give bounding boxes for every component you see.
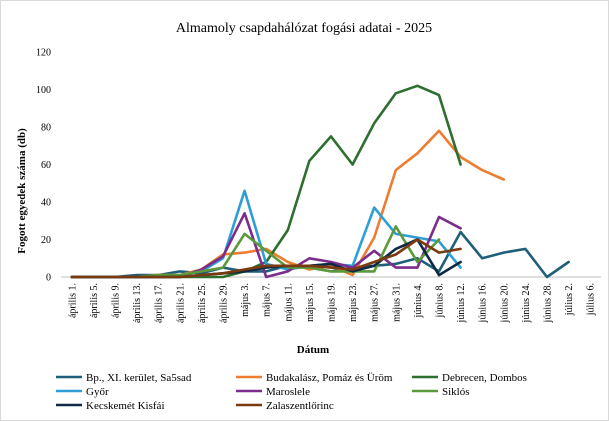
legend-label: Győr	[86, 386, 109, 398]
y-tick-label: 20	[41, 235, 51, 246]
x-tick-label: június 4.	[413, 283, 424, 318]
x-tick-label: május 31.	[391, 283, 402, 322]
chart-title: Almamoly csapdahálózat fogási adatai - 2…	[176, 21, 432, 36]
x-tick-label: április 25.	[197, 283, 208, 323]
y-tick-label: 40	[41, 198, 51, 209]
y-tick-label: 60	[41, 160, 51, 171]
x-tick-label: július 2.	[564, 283, 575, 316]
x-tick-label: május 27.	[370, 283, 381, 322]
y-tick-label: 120	[36, 48, 51, 59]
x-tick-label: június 28.	[543, 283, 554, 323]
legend-label: Debrecen, Dombos	[442, 372, 527, 384]
x-tick-labels: április 1. április 5. április 9. április 13…	[67, 283, 596, 323]
y-tick-label: 0	[46, 273, 51, 284]
x-tick-label: április 17.	[154, 283, 165, 323]
x-tick-label: április 29.	[219, 283, 230, 323]
series-line-2	[70, 129, 506, 279]
x-tick-label: június 8.	[435, 283, 446, 318]
legend-label: Maroslele	[266, 386, 310, 398]
legend-label: Bp., XI. kerület, Sa5sad	[86, 372, 192, 384]
y-tick-labels: 0 20 40 60 80 100 120	[36, 48, 51, 284]
x-tick-label: június 20.	[499, 283, 510, 323]
legend-label: Kecskemét Kisfái	[86, 400, 165, 412]
x-tick-label: április 1.	[67, 283, 78, 318]
x-tick-label: május 15.	[305, 283, 316, 322]
legend: Bp., XI. kerület, Sa5sad Budakalász, Pomá…	[56, 372, 527, 412]
series-lines	[70, 84, 570, 279]
y-tick-label: 100	[36, 85, 51, 96]
x-tick-label: május 23.	[348, 283, 359, 322]
x-tick-label: június 16.	[478, 283, 489, 323]
series-line-4	[70, 189, 462, 279]
x-tick-label: május 11.	[283, 283, 294, 322]
x-tick-label: május 19.	[327, 283, 338, 322]
x-tick-label: június 12.	[456, 283, 467, 323]
x-tick-label: április 13.	[132, 283, 143, 323]
x-tick-label: április 5.	[89, 283, 100, 318]
x-tick-label: június 24.	[521, 283, 532, 323]
x-axis-title: Dátum	[297, 344, 329, 356]
x-tick-label: május 3.	[240, 283, 251, 317]
series-line-8	[70, 238, 462, 279]
y-tick-label: 80	[41, 123, 51, 134]
legend-label: Siklós	[442, 386, 470, 398]
x-tick-label: április 21.	[175, 283, 186, 323]
legend-label: Zalaszentlőrinc	[266, 400, 334, 412]
x-tick-label: július 6.	[586, 283, 597, 316]
x-tick-label: május 7.	[262, 283, 273, 317]
legend-label: Budakalász, Pomáz és Üröm	[266, 372, 393, 384]
x-tick-label: április 9.	[111, 283, 122, 318]
y-axis-title: Fogott egyedek száma (db)	[16, 128, 28, 254]
